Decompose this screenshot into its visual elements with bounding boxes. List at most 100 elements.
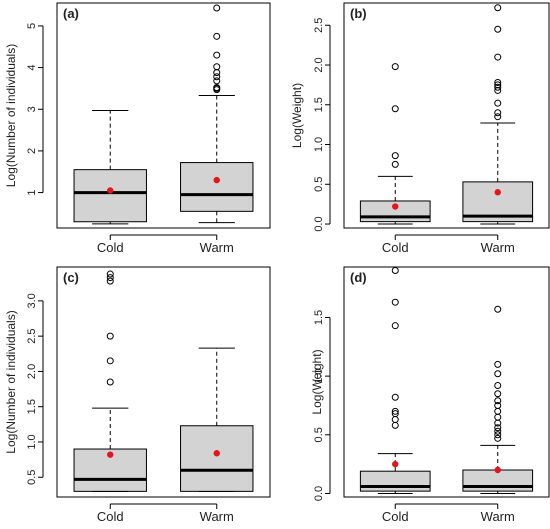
x-tick-label: Warm [481, 509, 515, 524]
outlier-point [391, 393, 399, 401]
panel-label: (c) [63, 270, 79, 285]
outlier-point [494, 4, 502, 12]
y-tick-label: 1.0 [26, 434, 38, 449]
y-tick-label: 2.0 [313, 57, 325, 72]
outlier-point [494, 83, 502, 91]
outlier-point [494, 360, 502, 368]
plot-frame [56, 2, 271, 229]
box-cold [73, 110, 147, 225]
x-tick-label: Cold [382, 509, 409, 524]
y-tick-label: 1.0 [313, 368, 325, 383]
y-tick-label: 0.5 [313, 427, 325, 442]
y-tick-label: 1.5 [313, 310, 325, 325]
outlier-point [391, 105, 399, 113]
y-tick-label: 1.5 [313, 97, 325, 112]
outlier-point [494, 370, 502, 378]
x-tick-label: Warm [200, 509, 234, 524]
outlier-point [106, 277, 114, 285]
x-tick-label: Cold [97, 240, 124, 255]
y-axis-title: Log(Number of individuals) [4, 310, 18, 453]
x-tick-label: Cold [382, 240, 409, 255]
outlier-point [213, 63, 221, 71]
y-tick-label: 2.5 [313, 18, 325, 33]
mean-point [213, 176, 220, 184]
outlier-point [391, 160, 399, 168]
outlier-point [391, 63, 399, 71]
x-tick-label: Warm [481, 240, 515, 255]
outlier-point [106, 378, 114, 386]
mean-point [494, 466, 501, 474]
outlier-point [494, 79, 502, 87]
outlier-point [494, 401, 502, 409]
panel-a: (a) 1 2 3 4 5 Log(Number of individuals) Cold Wa… [4, 2, 271, 255]
outlier-point [391, 322, 399, 330]
outlier-point [391, 152, 399, 160]
y-tick-label: 2.5 [26, 328, 38, 343]
outlier-point [391, 416, 399, 424]
outlier-point [213, 77, 221, 85]
outlier-point [494, 81, 502, 89]
outlier-point [106, 274, 114, 282]
y-axis-title: Log(Weight) [310, 349, 324, 414]
y-tick-label: 1.0 [313, 137, 325, 152]
outlier-point [494, 53, 502, 61]
y-tick-label: 3 [26, 106, 38, 112]
plot-frame [343, 266, 550, 498]
box-warm [180, 347, 254, 492]
outlier-point [494, 413, 502, 421]
outlier-point [494, 397, 502, 405]
box-cold [359, 267, 431, 494]
outlier-point [494, 424, 502, 432]
plot-frame [343, 2, 550, 229]
y-tick-label: 0.0 [313, 216, 325, 231]
mean-point [494, 189, 501, 196]
box-cold [73, 270, 147, 492]
outlier-point [213, 4, 221, 12]
outlier-point [494, 407, 502, 415]
box-warm [462, 305, 534, 494]
plot-frame [56, 266, 271, 498]
box-warm [462, 4, 534, 225]
panel-c: (c) 0.5 1.0 1.5 2.0 2.5 3.0 Log(Number of indiv… [4, 266, 271, 524]
outlier-point [391, 410, 399, 418]
outlier-point [106, 357, 114, 365]
outlier-point [494, 382, 502, 390]
outlier-point [391, 298, 399, 306]
y-tick-label: 4 [26, 65, 38, 71]
y-tick-label: 2.0 [26, 364, 38, 379]
y-tick-label: 1 [26, 190, 38, 196]
iqr-box [359, 470, 431, 492]
y-axis-title: Log(Weight) [290, 83, 304, 148]
outlier-point [213, 73, 221, 81]
outlier-point [494, 113, 502, 121]
panel-label: (d) [350, 270, 367, 285]
box-cold [359, 63, 431, 225]
x-tick-label: Cold [97, 509, 124, 524]
mean-point [107, 451, 114, 458]
outlier-point [494, 99, 502, 107]
y-tick-label: 1.5 [26, 399, 38, 414]
panel-d: (d) 0.0 0.5 1.0 1.5 Log(Weight) Cold Warm [310, 266, 550, 524]
iqr-box [180, 162, 254, 212]
y-axis-title: Log(Number of individuals) [4, 44, 18, 187]
mean-point [107, 187, 114, 194]
mean-point [392, 460, 399, 468]
outlier-point [494, 25, 502, 33]
mean-point [213, 450, 220, 457]
y-tick-label: 2 [26, 148, 38, 154]
outlier-point [494, 434, 502, 442]
y-tick-label: 0.0 [313, 486, 325, 501]
outlier-point [494, 390, 502, 398]
panel-label: (a) [63, 6, 79, 21]
outlier-point [391, 407, 399, 415]
outlier-point [213, 51, 221, 59]
outlier-point [494, 431, 502, 439]
iqr-box [73, 169, 147, 223]
y-tick-label: 3.0 [26, 293, 38, 308]
y-tick-label: 0.5 [313, 177, 325, 192]
box-warm [180, 4, 254, 224]
panel-b: (b) 0.0 0.5 1.0 1.5 2.0 2.5 Log(Weight) Cold Warm [290, 2, 550, 255]
outlier-point [494, 427, 502, 435]
y-tick-label: 5 [26, 23, 38, 29]
